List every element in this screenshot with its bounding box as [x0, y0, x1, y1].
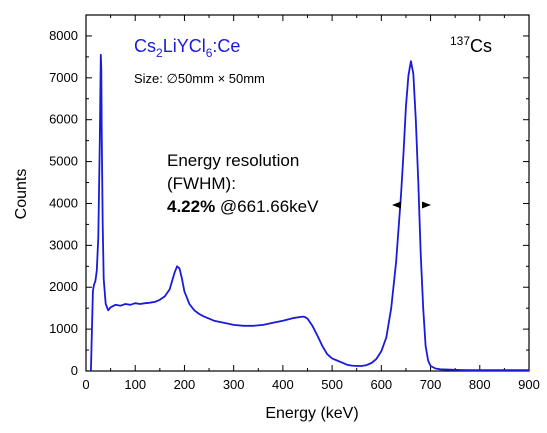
x-tick-label: 300 — [223, 377, 245, 392]
fwhm-arrow-right — [422, 201, 431, 209]
x-tick-label: 200 — [174, 377, 196, 392]
isotope-label: 137Cs — [450, 34, 492, 56]
spectrum-line — [90, 53, 529, 372]
x-tick-label: 500 — [321, 377, 343, 392]
resolution-line1: Energy resolution — [167, 151, 299, 170]
y-tick-labels: 0 1000 2000 3000 4000 5000 6000 7000 8000 — [49, 28, 78, 378]
x-tick-label: 400 — [272, 377, 294, 392]
y-tick-label: 3000 — [49, 237, 78, 252]
resolution-line2: (FWHM): — [167, 174, 236, 193]
x-tick-labels: 0 100 200 300 400 500 600 700 800 900 — [82, 377, 539, 392]
fwhm-arrow-left — [392, 201, 401, 209]
y-tick-label: 4000 — [49, 195, 78, 210]
x-tick-label: 800 — [469, 377, 491, 392]
x-tick-label: 700 — [420, 377, 442, 392]
x-tick-label: 600 — [370, 377, 392, 392]
y-tick-label: 7000 — [49, 70, 78, 85]
x-tick-label: 0 — [82, 377, 89, 392]
y-tick-label: 1000 — [49, 321, 78, 336]
y-tick-label: 6000 — [49, 112, 78, 127]
x-tick-label: 900 — [518, 377, 540, 392]
y-tick-label: 8000 — [49, 28, 78, 43]
material-label: Cs2LiYCl6:Ce — [134, 36, 240, 60]
axis-ticks — [85, 14, 530, 372]
resolution-value: 4.22% @661.66keV — [167, 197, 319, 216]
y-tick-label: 0 — [71, 363, 78, 378]
x-axis-title: Energy (keV) — [265, 405, 358, 422]
y-axis-title: Counts — [13, 169, 30, 220]
x-tick-label: 100 — [124, 377, 146, 392]
y-tick-label: 5000 — [49, 154, 78, 169]
size-label: Size: ∅50mm × 50mm — [134, 71, 265, 86]
y-tick-label: 2000 — [49, 279, 78, 294]
